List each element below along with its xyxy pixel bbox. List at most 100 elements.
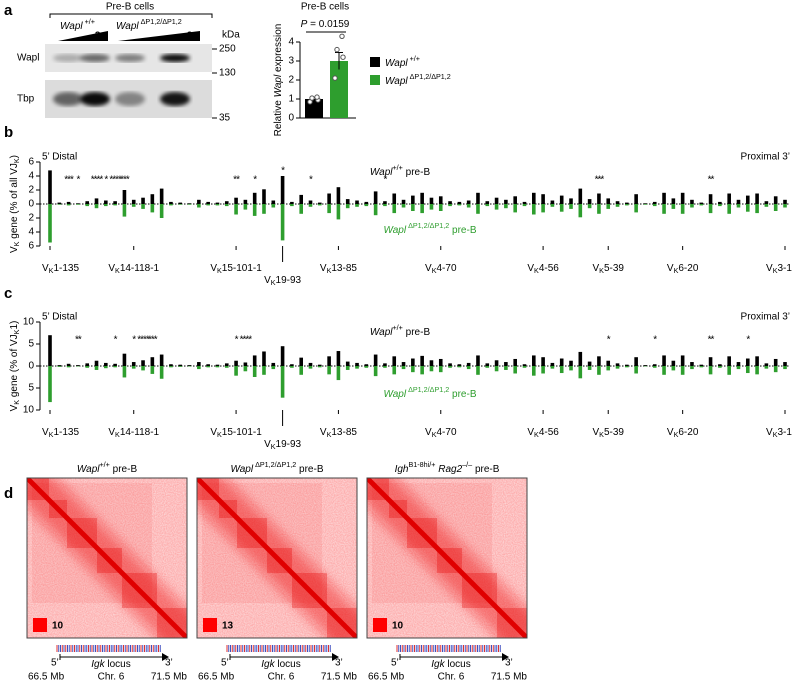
y-axis-label-part: expression <box>273 24 284 75</box>
x-tick-label-part: V <box>527 263 534 274</box>
coord: 71.5 Mb <box>321 672 358 683</box>
x-tick-label-part: 15-101-1 <box>222 427 262 438</box>
bar <box>755 193 759 204</box>
x-tick-label-part: K <box>599 430 604 439</box>
y-axis-label-part: K <box>12 241 21 246</box>
bar <box>271 362 276 366</box>
bar <box>330 61 348 118</box>
point <box>340 54 346 60</box>
bar <box>401 204 406 208</box>
x-tick-label: VK5-39 <box>592 427 624 439</box>
legend-label: Wapl ΔP1,2/ΔP1,2 <box>385 72 451 87</box>
y-tick-label: 0 <box>288 113 294 124</box>
scale-swatch <box>33 618 47 632</box>
bar <box>522 364 527 366</box>
corner-label: Proximal 3’ <box>741 312 790 323</box>
bar <box>680 204 685 214</box>
dose: 3x <box>95 31 107 42</box>
row-label: Tbp <box>17 94 35 105</box>
bar <box>652 364 657 366</box>
x-tick-label-part: V <box>42 263 49 274</box>
bar <box>485 366 490 368</box>
bar <box>141 204 145 209</box>
bar <box>531 192 536 204</box>
x-tick-label-part: K <box>49 266 54 275</box>
bar <box>262 189 266 204</box>
bar <box>318 204 322 206</box>
bar <box>197 204 201 208</box>
significance: * <box>76 175 80 186</box>
bar <box>745 204 750 212</box>
bar <box>364 204 369 207</box>
bar <box>299 204 304 214</box>
y-axis-label-part: K <box>12 329 21 334</box>
dose-wedge <box>118 31 200 41</box>
bar <box>531 366 536 376</box>
bar <box>438 366 443 373</box>
bar <box>224 204 229 207</box>
bar <box>727 366 731 375</box>
bar <box>243 199 248 204</box>
bar <box>364 364 369 366</box>
map-frame <box>196 477 358 639</box>
coord: 71.5 Mb <box>151 672 188 683</box>
significance: *** <box>120 175 130 186</box>
y-tick-label: 6 <box>28 157 34 168</box>
bar <box>252 366 257 377</box>
bar <box>206 201 210 204</box>
bar <box>457 201 462 204</box>
bar <box>57 202 62 204</box>
bar <box>718 201 722 204</box>
locus-end: 3’ <box>505 658 513 669</box>
bar <box>420 204 424 214</box>
x-tick-label-part: 5-39 <box>604 263 624 274</box>
bar <box>243 204 248 210</box>
locus-end: 5’ <box>51 658 59 669</box>
bar <box>466 200 471 204</box>
bar <box>76 204 80 205</box>
bar <box>159 204 164 218</box>
x-tick-label-part: V <box>264 439 271 450</box>
bar <box>597 204 601 214</box>
locus-name-part: Igk <box>431 659 445 670</box>
bar <box>159 366 164 379</box>
bar <box>122 366 127 378</box>
bar <box>504 204 508 209</box>
x-tick-label-part: V <box>320 263 327 274</box>
bar <box>671 204 676 209</box>
locus-end: 3’ <box>335 658 343 669</box>
x-tick-label-part: V <box>766 263 773 274</box>
bar <box>466 362 471 366</box>
legend-swatch <box>370 75 380 85</box>
map-title: Wapl+/+ pre-B <box>77 460 138 475</box>
bar <box>718 366 722 368</box>
bar <box>411 358 415 366</box>
coord: Chr. 6 <box>438 672 465 683</box>
band <box>160 54 190 62</box>
x-tick-label-part: K <box>773 430 778 439</box>
y-axis-label-part: V <box>9 404 20 411</box>
series-label-part: pre-B <box>449 225 477 236</box>
bar <box>271 366 276 370</box>
bar <box>280 204 285 241</box>
x-tick-label-part: K <box>327 266 332 275</box>
x-tick-label: VK19-93 <box>264 275 301 287</box>
scale-max: 10 <box>52 621 64 632</box>
x-tick-label-part: K <box>115 430 120 439</box>
bar <box>485 201 490 204</box>
bar <box>150 204 155 213</box>
x-tick-label-part: V <box>210 427 217 438</box>
bar <box>559 195 564 204</box>
bar <box>48 366 52 403</box>
bar <box>504 199 508 204</box>
x-tick-label-part: K <box>217 266 222 275</box>
bar <box>606 198 611 204</box>
genotype-part: Wapl <box>116 21 139 32</box>
y-axis-label-part: 1) <box>9 321 20 330</box>
map-title-part: pre-B <box>110 464 138 475</box>
y-tick-label: 2 <box>28 185 34 196</box>
bar <box>318 364 322 366</box>
bar <box>466 204 471 208</box>
bar <box>271 204 276 208</box>
bar <box>57 365 62 366</box>
